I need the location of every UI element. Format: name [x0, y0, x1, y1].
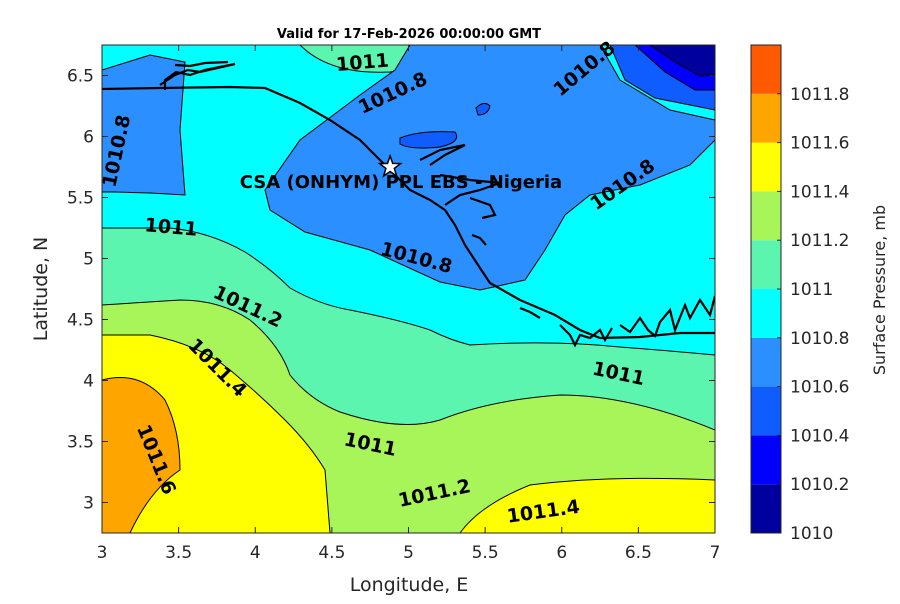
y-tick-label: 6 — [83, 128, 94, 148]
contour-label: 1011 — [144, 214, 199, 241]
x-tick-label: 3 — [97, 543, 108, 563]
colorbar-tick-label: 1010.4 — [790, 426, 849, 446]
x-tick-label: 6 — [556, 543, 567, 563]
delta-teeth-1 — [559, 324, 613, 348]
delta-creek-2 — [439, 173, 501, 206]
colorbar-swatch — [751, 337, 781, 387]
delta-teeth-2 — [619, 295, 715, 338]
y-tick-label: 5 — [83, 250, 94, 270]
x-tick-label: 4 — [250, 543, 261, 563]
site-star-icon — [377, 153, 403, 178]
x-tick-label: 5 — [403, 543, 414, 563]
band-1010-6-main — [264, 45, 715, 291]
colorbar-swatch — [751, 435, 781, 485]
colorbar-swatch — [751, 142, 781, 192]
y-axis-ticks: 6.5 6 5.5 5 4.5 4 3.5 3 — [67, 67, 715, 514]
colorbar-swatch — [751, 45, 781, 94]
colorbar-swatch — [751, 240, 781, 289]
colorbar-swatch — [751, 93, 781, 143]
delta-creek-1 — [419, 143, 466, 166]
y-tick-label: 3 — [83, 494, 94, 514]
band-1010-4-dot — [475, 102, 491, 116]
colorbar-tick-label: 1010.2 — [790, 475, 849, 495]
border-line — [102, 85, 446, 211]
nw-coast-2 — [174, 60, 229, 68]
delta-teeth-3 — [519, 306, 541, 319]
x-tick-label: 7 — [710, 543, 721, 563]
colorbar-swatch — [751, 289, 781, 338]
colorbar-tick-label: 1011 — [790, 280, 833, 300]
band-1010-0-ne — [649, 45, 715, 77]
colorbar-tick-label: 1011.8 — [790, 85, 849, 105]
colorbar-tick-label: 1011.6 — [790, 134, 849, 154]
band-1011-4-se — [459, 477, 715, 533]
x-tick-label: 6.5 — [625, 543, 652, 563]
delta-creek-4 — [471, 233, 487, 246]
delta-creek-3 — [469, 196, 497, 220]
colorbar: 1011.8 1011.6 1011.4 1011.2 1011 1010.8 1010.6… — [750, 44, 849, 544]
colorbar-tick-label: 1010.6 — [790, 378, 849, 398]
colorbar-swatch — [751, 191, 781, 241]
band-1011-6 — [102, 377, 181, 533]
y-axis-label: Latitude, N — [30, 237, 52, 342]
nw-coast — [159, 62, 236, 90]
band-1010-4-lake — [399, 131, 458, 149]
x-tick-label: 3.5 — [165, 543, 192, 563]
contour-fill-layer — [102, 45, 715, 533]
x-tick-label: 4.5 — [318, 543, 345, 563]
x-axis-label: Longitude, E — [350, 574, 469, 596]
colorbar-swatch — [751, 386, 781, 436]
colorbar-tick-label: 1011.4 — [790, 182, 849, 202]
plot-title: Valid for 17-Feb-2026 00:00:00 GMT — [277, 27, 541, 42]
coast-line — [444, 209, 715, 340]
y-tick-label: 3.5 — [67, 433, 94, 453]
y-tick-label: 6.5 — [67, 67, 94, 87]
colorbar-tick-label: 1010 — [790, 524, 833, 544]
x-axis-ticks: 3 3.5 4 4.5 5 5.5 6 6.5 7 — [97, 45, 721, 563]
site-label: CSA (ONHYM) PPL EBS - Nigeria — [240, 172, 562, 193]
colorbar-label: Surface Pressure, mb — [870, 205, 889, 375]
contour-label: 1011 — [335, 50, 390, 77]
y-tick-label: 4 — [83, 372, 94, 392]
colorbar-tick-label: 1011.2 — [790, 231, 849, 251]
colorbar-swatch — [751, 484, 781, 533]
x-tick-label: 5.5 — [472, 543, 499, 563]
colorbar-tick-label: 1010.8 — [790, 329, 849, 349]
coastline-layer — [102, 60, 715, 348]
y-tick-label: 5.5 — [67, 189, 94, 209]
y-tick-label: 4.5 — [67, 311, 94, 331]
